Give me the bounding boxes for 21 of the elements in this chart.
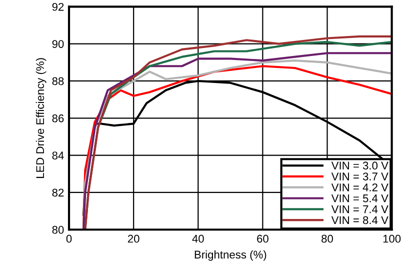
y-tick-label: 92	[52, 2, 64, 11]
y-tick-label: 82	[52, 188, 64, 197]
y-tick-label: 84	[52, 152, 64, 160]
legend-label: VIN = 3.7 V	[331, 172, 388, 180]
legend-label: VIN = 8.4 V	[331, 216, 388, 224]
legend-label: VIN = 7.4 V	[331, 205, 388, 214]
y-tick-label: 86	[52, 114, 64, 122]
legend-label: VIN = 5.4 V	[331, 194, 388, 202]
x-tick-label: 80	[322, 234, 333, 243]
x-tick-label: 100	[383, 234, 401, 243]
x-tick-label: 40	[192, 234, 204, 243]
legend-label: VIN = 3.0 V	[331, 162, 388, 170]
x-axis-title: Brightness (%)	[194, 250, 266, 261]
y-tick-label: 80	[52, 226, 64, 234]
y-tick-label: 90	[52, 40, 64, 48]
x-tick-label: 20	[128, 234, 140, 243]
x-tick-label: 60	[257, 234, 268, 243]
y-tick-label: 88	[52, 77, 64, 86]
y-axis-title: LED Drive Efficiency (%)	[36, 58, 46, 178]
legend-label: VIN = 4.2 V	[331, 183, 388, 192]
x-tick-label: 0	[66, 234, 72, 243]
